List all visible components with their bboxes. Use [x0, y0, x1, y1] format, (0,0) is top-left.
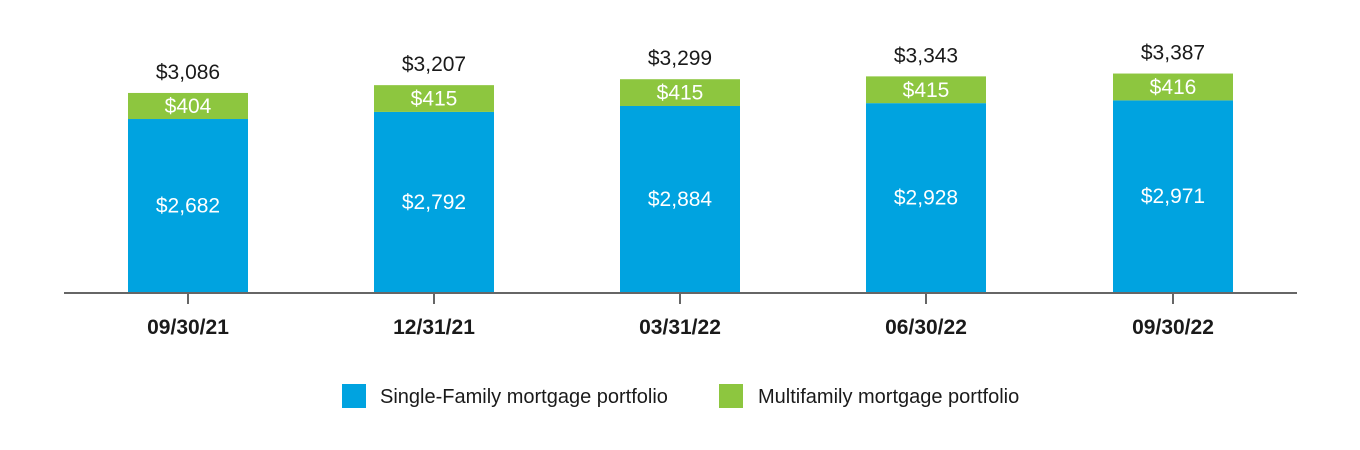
- legend-label-multifamily: Multifamily mortgage portfolio: [758, 386, 1019, 408]
- multifamily-value-label: $415: [657, 82, 704, 105]
- total-value-label: $3,086: [156, 61, 220, 84]
- multifamily-value-label: $415: [903, 79, 950, 102]
- multifamily-value-label: $404: [165, 95, 212, 118]
- single-family-value-label: $2,884: [648, 188, 713, 211]
- single-family-value-label: $2,928: [894, 187, 958, 210]
- x-tick-label: 12/31/21: [393, 316, 475, 339]
- bar-single-family: [128, 119, 248, 292]
- legend-swatch-single-family: [342, 384, 366, 408]
- total-value-label: $3,343: [894, 44, 958, 67]
- bar-single-family: [1113, 100, 1233, 292]
- x-tick-label: 09/30/21: [147, 316, 229, 339]
- bar-multifamily: [374, 85, 494, 112]
- x-tick-label: 06/30/22: [885, 316, 967, 339]
- legend-label-single-family: Single-Family mortgage portfolio: [380, 386, 668, 408]
- x-axis-ticks: 09/30/21 12/31/21 03/31/22 06/30/22 09/30/22: [147, 293, 1214, 339]
- bar-multifamily: [1113, 73, 1233, 101]
- bar-single-family: [620, 105, 740, 293]
- bar-single-family: [374, 111, 494, 292]
- x-tick-label: 09/30/22: [1132, 316, 1214, 339]
- legend: Single-Family mortgage portfolio Multifam…: [342, 384, 1019, 408]
- single-family-value-label: $2,971: [1141, 185, 1205, 208]
- bar-multifamily: [866, 76, 986, 104]
- multifamily-value-label: $416: [1150, 76, 1197, 99]
- bar-single-family: [866, 103, 986, 292]
- multifamily-value-label: $415: [411, 88, 458, 111]
- single-family-value-label: $2,682: [156, 195, 220, 218]
- bar-multifamily: [620, 79, 740, 106]
- bars-layer: $2,682 $404 $3,086 $2,792 $415 $3,207 $2,884 $4…: [128, 42, 1233, 293]
- total-value-label: $3,387: [1141, 42, 1205, 65]
- total-value-label: $3,207: [402, 53, 466, 76]
- single-family-value-label: $2,792: [402, 191, 466, 214]
- total-value-label: $3,299: [648, 47, 712, 70]
- bar-multifamily: [128, 92, 248, 120]
- x-tick-label: 03/31/22: [639, 316, 721, 339]
- legend-swatch-multifamily: [719, 384, 743, 408]
